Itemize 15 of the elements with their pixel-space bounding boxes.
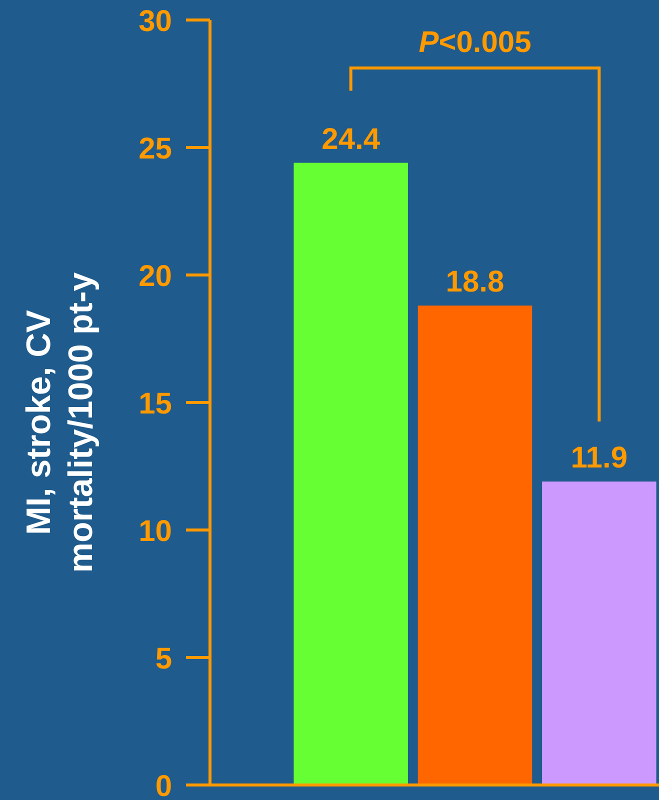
bar [418, 306, 532, 785]
y-tick-label: 15 [138, 387, 172, 420]
y-tick-label: 20 [138, 260, 172, 293]
y-axis-title: MI, stroke, CV mortality/1000 pt-y [20, 272, 100, 573]
data-label: 11.9 [570, 442, 628, 475]
annotation: P<0.005 [418, 26, 532, 59]
y-tick-label: 0 [155, 770, 172, 800]
bar [294, 162, 408, 785]
bar [542, 482, 656, 785]
y-tick-label: 25 [138, 132, 172, 166]
y-tick-label: 10 [138, 514, 172, 548]
y-tick-label: 30 [138, 4, 172, 38]
data-label: 24.4 [322, 122, 380, 156]
data-label: 18.8 [446, 266, 504, 299]
y-tick-label: 5 [155, 642, 172, 676]
